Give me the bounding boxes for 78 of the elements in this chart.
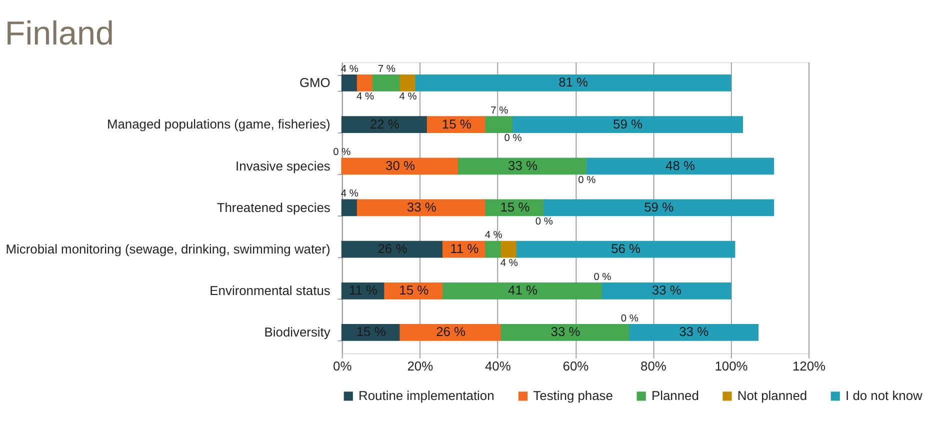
data-label: 0 % (578, 174, 596, 186)
data-label: 0 % (620, 313, 638, 324)
data-label: 33 % (406, 199, 437, 214)
bar (458, 158, 588, 175)
data-label: 56 % (611, 241, 642, 256)
bar (629, 324, 759, 341)
bar (485, 240, 502, 258)
bar (341, 74, 358, 92)
data-label: 4 % (500, 258, 518, 269)
bar (442, 282, 604, 300)
data-label: 30 % (386, 158, 416, 173)
y-tick-label: Microbial monitoring (sewage, drinking, swimming water) (6, 241, 330, 256)
data-label: 33 % (679, 324, 710, 340)
data-label: 15 % (399, 282, 430, 298)
bar (400, 324, 502, 341)
data-label: 22 % (370, 116, 400, 132)
data-label: 33 % (652, 282, 682, 298)
data-label: 0 % (594, 272, 612, 283)
data-label: 81 % (558, 74, 589, 90)
data-label: 15 % (356, 324, 386, 340)
data-label: 41 % (508, 282, 538, 298)
x-tick-label: 0% (333, 358, 352, 374)
legend-label: I do not know (846, 388, 924, 403)
legend-label: Planned (651, 388, 699, 403)
data-label: 4 % (340, 188, 358, 200)
bar (400, 74, 416, 92)
data-label: 26 % (436, 324, 466, 340)
x-tick-label: 120% (792, 358, 826, 374)
bar (586, 158, 774, 175)
data-label: 11 % (349, 282, 378, 298)
bar (512, 116, 743, 134)
data-label: 33 % (508, 158, 538, 173)
y-tick-label: Biodiversity (264, 324, 331, 340)
data-label: 4 % (356, 92, 374, 103)
bar (500, 240, 518, 258)
bar (516, 240, 736, 258)
legend-label: Testing phase (533, 388, 613, 403)
bar (341, 158, 460, 175)
bar (341, 199, 358, 216)
data-label: 59 % (613, 116, 643, 132)
data-label: 7 % (490, 105, 508, 116)
data-label: 26 % (378, 241, 408, 256)
bar (341, 240, 444, 258)
y-tick-label: Managed populations (game, fisheries) (106, 116, 330, 132)
bar (602, 282, 732, 300)
data-label: 7 % (378, 64, 396, 75)
data-label: 0 % (535, 216, 553, 228)
bar (500, 324, 630, 341)
x-tick-label: 80% (640, 358, 667, 374)
bar (372, 74, 401, 92)
data-label: 48 % (666, 158, 696, 173)
y-tick-label: Invasive species (236, 158, 330, 174)
data-label: 0 % (333, 147, 351, 158)
x-tick-label: 20% (407, 358, 434, 374)
data-label: 11 % (450, 241, 480, 256)
y-tick-label: Threatened species (216, 200, 330, 215)
bar (356, 74, 374, 92)
data-label: 4 % (484, 230, 502, 242)
bar (356, 199, 486, 216)
bar (341, 116, 428, 134)
x-tick-label: 40% (484, 358, 512, 374)
y-tick-label: Environmental status (210, 283, 330, 298)
data-label: 33 % (550, 324, 581, 340)
data-label: 4 % (399, 92, 417, 103)
legend-label: Not planned (737, 388, 808, 403)
data-label: 59 % (644, 199, 674, 214)
data-label: 15 % (442, 116, 472, 132)
legend-label: Routine implementation (358, 388, 494, 403)
data-label: 4 % (340, 64, 358, 75)
data-label: 0 % (504, 133, 522, 144)
y-tick-label: GMO (299, 75, 330, 90)
bar (415, 74, 732, 92)
x-tick-label: 100% (714, 358, 748, 374)
data-label: 15 % (500, 199, 530, 214)
x-tick-label: 60% (562, 358, 590, 374)
bar (544, 199, 774, 216)
text: Finland (4, 16, 114, 53)
bar (485, 116, 514, 134)
